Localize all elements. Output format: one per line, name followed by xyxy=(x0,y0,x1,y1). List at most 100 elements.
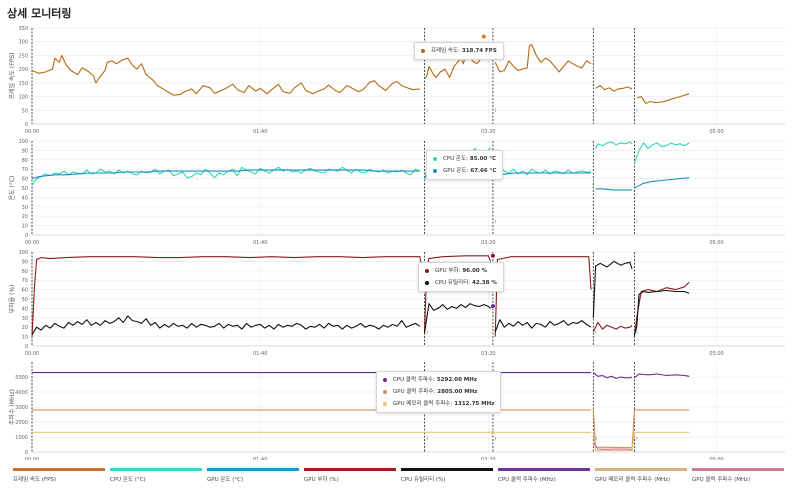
y-tick-label: 100 xyxy=(18,139,28,145)
series-line xyxy=(592,260,633,318)
tooltip-label: GPU 부하: xyxy=(435,268,461,274)
y-axis-label: 온도 (°C) xyxy=(9,176,16,201)
x-tick-label: 05:00 xyxy=(709,351,723,357)
x-tick-label: 01:40 xyxy=(253,351,267,357)
y-tick-label: 30 xyxy=(22,316,28,322)
tooltip-value: 5292.00 MHz xyxy=(436,377,478,383)
temperature-tooltip: CPU 온도: 85.00 °C GPU 온도: 67.66 °C xyxy=(426,150,504,180)
y-tick-label: 40 xyxy=(22,195,28,201)
load-tooltip: GPU 부하: 96.00 % CPU 유틸리티: 42.38 % xyxy=(418,262,504,292)
series-line xyxy=(592,372,633,380)
tooltip-label: GPU 메모리 클럭 주파수: xyxy=(393,401,453,407)
y-tick-label: 250 xyxy=(18,53,28,59)
tooltip-value: 96.00 % xyxy=(462,268,488,274)
segment-marker-label: I xyxy=(426,436,427,441)
legend: 프레임 속도 (FPS) CPU 온도 (°C) GPU 온도 (°C) GPU 부하… xyxy=(0,468,800,488)
y-tick-label: 100 xyxy=(18,250,28,256)
y-tick-label: 10 xyxy=(22,224,28,230)
series-line xyxy=(595,188,633,191)
legend-item[interactable]: CPU 클럭 주파수 (MHz) xyxy=(498,468,590,483)
x-tick-label: 00:00 xyxy=(25,240,39,246)
legend-label: GPU 메모리 클럭 주파수 (MHz) xyxy=(595,477,671,483)
legend-swatch xyxy=(498,468,590,471)
series-line xyxy=(595,85,633,92)
y-tick-label: 90 xyxy=(22,148,28,154)
y-tick-label: 0 xyxy=(25,344,28,350)
y-tick-label: 20 xyxy=(22,214,28,220)
legend-label: GPU 온도 (°C) xyxy=(207,477,244,483)
x-tick-label: 05:00 xyxy=(709,240,723,246)
segment-marker-label: I xyxy=(595,436,596,441)
highlight-point xyxy=(490,253,496,259)
fps-dot xyxy=(421,49,425,53)
y-tick-label: 5000 xyxy=(15,375,28,381)
gpu-temp-dot xyxy=(433,169,437,173)
series-line xyxy=(592,321,633,333)
y-tick-label: 1000 xyxy=(15,435,28,441)
tooltip-row: GPU 온도: 67.66 °C xyxy=(433,165,496,177)
segment-marker-label: I xyxy=(426,219,427,224)
segment-marker-label: I xyxy=(426,108,427,113)
legend-label: GPU 클럭 주파수 (MHz) xyxy=(692,477,751,483)
y-tick-label: 80 xyxy=(22,158,28,164)
legend-item[interactable]: GPU 클럭 주파수 (MHz) xyxy=(692,468,784,483)
legend-swatch xyxy=(13,468,105,471)
segment-marker-label: I xyxy=(636,330,637,335)
tooltip-value: 85.00 °C xyxy=(469,156,497,162)
highlight-point xyxy=(490,303,496,309)
y-tick-label: 100 xyxy=(18,95,28,101)
legend-swatch xyxy=(207,468,299,471)
series-line xyxy=(592,442,633,450)
legend-label: 프레임 속도 (FPS) xyxy=(13,477,57,483)
tooltip-row: CPU 유틸리티: 42.38 % xyxy=(425,277,497,289)
tooltip-value: 2805.00 MHz xyxy=(437,389,478,395)
series-line xyxy=(31,169,420,180)
fps-tooltip: 프레임 속도: 318.74 FPS xyxy=(414,42,504,60)
legend-item[interactable]: CPU 온도 (°C) xyxy=(110,468,202,483)
x-tick-label: 01:40 xyxy=(253,457,267,460)
y-tick-label: 200 xyxy=(18,67,28,73)
x-tick-label: 03:20 xyxy=(481,351,495,357)
legend-swatch xyxy=(692,468,784,471)
legend-item[interactable]: CPU 유틸리티 (%) xyxy=(401,468,493,483)
tooltip-value: 318.74 FPS xyxy=(461,48,497,54)
series-line xyxy=(592,431,690,452)
x-tick-label: 00:00 xyxy=(25,129,39,135)
gpu-clock-dot xyxy=(383,390,387,394)
highlight-point xyxy=(490,429,496,435)
legend-item[interactable]: GPU 온도 (°C) xyxy=(207,468,299,483)
tooltip-row: GPU 메모리 클럭 주파수: 1312.75 MHz xyxy=(383,398,494,410)
legend-swatch xyxy=(595,468,687,471)
cpu-load-dot xyxy=(425,281,429,285)
legend-item[interactable]: GPU 메모리 클럭 주파수 (MHz) xyxy=(595,468,687,483)
tooltip-row: GPU 부하: 96.00 % xyxy=(425,265,497,277)
y-tick-label: 70 xyxy=(22,278,28,284)
series-line xyxy=(634,373,690,379)
legend-swatch xyxy=(304,468,396,471)
series-line xyxy=(494,172,591,178)
y-tick-label: 3000 xyxy=(15,405,28,411)
y-tick-label: 2000 xyxy=(15,420,28,426)
gpu-load-dot xyxy=(425,269,429,273)
tooltip-value: 42.38 % xyxy=(472,280,497,286)
y-tick-label: 30 xyxy=(22,205,28,211)
legend-item[interactable]: 프레임 속도 (FPS) xyxy=(13,468,105,483)
segment-marker-label: I xyxy=(595,108,596,113)
segment-marker-label: I xyxy=(495,436,496,441)
series-line xyxy=(634,177,690,189)
y-tick-label: 50 xyxy=(22,186,28,192)
series-line xyxy=(423,303,491,333)
tooltip-row: CPU 온도: 85.00 °C xyxy=(433,153,496,165)
y-axis-label: 부하율 (%) xyxy=(8,285,16,314)
legend-item[interactable]: GPU 부하 (%) xyxy=(304,468,396,483)
y-tick-label: 350 xyxy=(18,26,28,32)
segment-marker-label: I xyxy=(636,436,637,441)
segment-marker-label: I xyxy=(595,330,596,335)
x-tick-label: 05:00 xyxy=(709,457,723,460)
x-tick-label: 01:40 xyxy=(253,129,267,135)
tooltip-label: GPU 온도: xyxy=(443,168,469,174)
tooltip-value: 67.66 °C xyxy=(470,168,497,174)
series-line xyxy=(494,43,592,73)
x-tick-label: 01:40 xyxy=(253,240,267,246)
series-line xyxy=(494,166,591,177)
